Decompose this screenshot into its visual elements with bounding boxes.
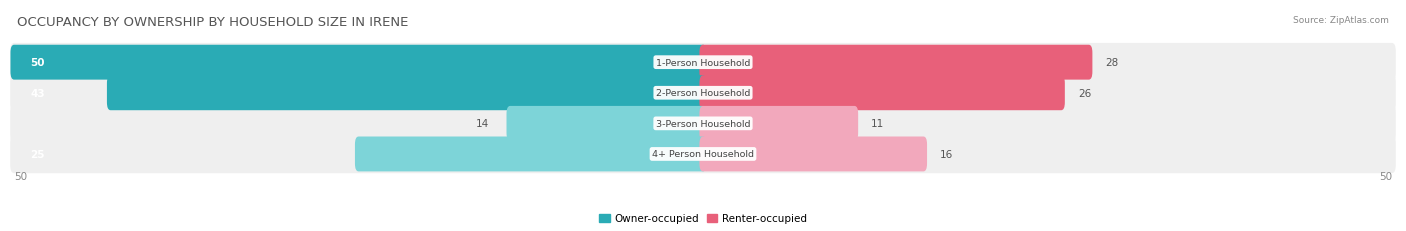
FancyBboxPatch shape	[107, 76, 707, 111]
Text: 1-Person Household: 1-Person Household	[655, 58, 751, 67]
FancyBboxPatch shape	[506, 106, 707, 141]
Text: OCCUPANCY BY OWNERSHIP BY HOUSEHOLD SIZE IN IRENE: OCCUPANCY BY OWNERSHIP BY HOUSEHOLD SIZE…	[17, 16, 408, 29]
Text: Source: ZipAtlas.com: Source: ZipAtlas.com	[1294, 16, 1389, 25]
Text: 4+ Person Household: 4+ Person Household	[652, 150, 754, 159]
FancyBboxPatch shape	[699, 106, 858, 141]
Text: 50: 50	[31, 58, 45, 68]
Text: 50: 50	[14, 171, 27, 181]
Text: 50: 50	[1379, 171, 1392, 181]
Text: 43: 43	[31, 88, 45, 98]
Text: 11: 11	[872, 119, 884, 129]
FancyBboxPatch shape	[10, 74, 1396, 112]
FancyBboxPatch shape	[354, 137, 707, 172]
FancyBboxPatch shape	[699, 76, 1064, 111]
Text: 3-Person Household: 3-Person Household	[655, 119, 751, 128]
Text: 16: 16	[941, 149, 953, 159]
Legend: Owner-occupied, Renter-occupied: Owner-occupied, Renter-occupied	[595, 210, 811, 228]
Text: 14: 14	[477, 119, 489, 129]
FancyBboxPatch shape	[10, 46, 707, 80]
FancyBboxPatch shape	[10, 105, 1396, 143]
Text: 2-Person Household: 2-Person Household	[655, 89, 751, 98]
FancyBboxPatch shape	[699, 46, 1092, 80]
Text: 25: 25	[31, 149, 45, 159]
FancyBboxPatch shape	[10, 44, 1396, 82]
FancyBboxPatch shape	[10, 135, 1396, 173]
Text: 26: 26	[1078, 88, 1091, 98]
FancyBboxPatch shape	[699, 137, 927, 172]
Text: 28: 28	[1105, 58, 1119, 68]
